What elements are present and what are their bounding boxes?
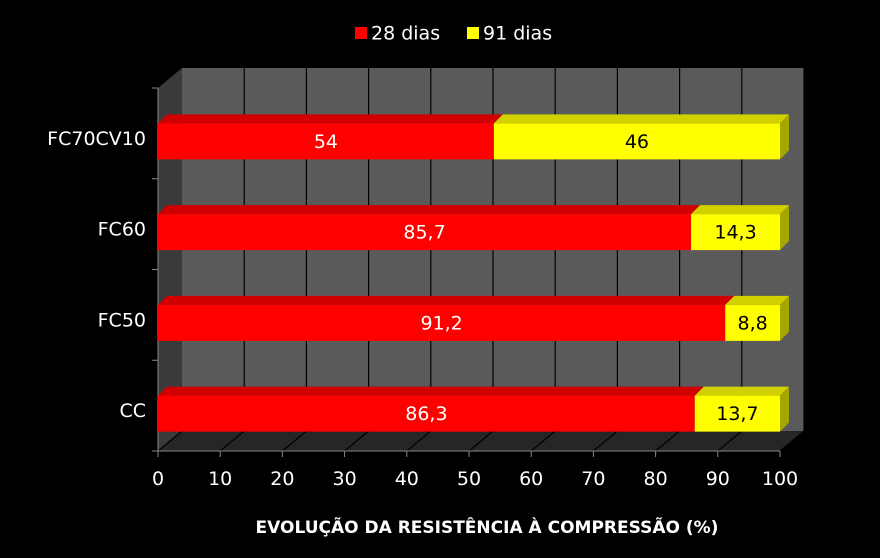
floor-gridline: [282, 430, 307, 452]
bar-top-face: [493, 114, 789, 124]
bar-side-face: [780, 386, 789, 432]
bar-top-face: [691, 205, 789, 215]
x-tick-label: 50: [457, 468, 481, 490]
bar-top-face: [725, 295, 789, 305]
floor-gridline: [468, 430, 494, 452]
bar-top-face: [158, 295, 735, 305]
legend-label: 91 dias: [483, 23, 552, 45]
bar-top-face: [158, 205, 701, 215]
labels: 0 10 20 30 40 50 60 70 80 90 100 FC70CV10 54 46 FC60 85…: [47, 128, 798, 490]
x-tick-label: 40: [395, 468, 419, 490]
bar-segment: [158, 214, 692, 251]
x-axis-title: EVOLUÇÃO DA RESISTÊNCIA À COMPRESSÃO (%): [256, 515, 719, 538]
data-label: 13,7: [716, 403, 758, 425]
bar-side-face: [780, 295, 789, 341]
legend-swatch: [355, 27, 367, 39]
x-tick-label: 80: [644, 468, 668, 490]
bar-top-face: [158, 386, 704, 396]
legend-item: 91 dias: [467, 23, 552, 45]
floor-gridline: [157, 430, 183, 452]
legend-label: 28 dias: [371, 23, 440, 45]
bar-side-face: [780, 114, 789, 160]
side-wall: [158, 68, 182, 451]
floor-gridline: [655, 430, 680, 452]
data-label: 46: [625, 131, 649, 153]
bar-side-face: [780, 205, 789, 251]
legend-item: 28 dias: [355, 23, 440, 45]
data-label: 85,7: [403, 222, 445, 244]
bars: [158, 114, 789, 432]
x-tick-label: 70: [581, 468, 605, 490]
legend: 28 dias 91 dias: [355, 23, 552, 45]
bar-segment: [691, 214, 780, 251]
floor-gridline: [344, 430, 369, 452]
y-tick-label: FC60: [98, 219, 146, 241]
data-label: 8,8: [738, 312, 768, 334]
bar-segment: [158, 395, 695, 432]
data-label: 54: [314, 131, 338, 153]
y-tick-label: CC: [119, 400, 146, 422]
x-tick-label: 0: [152, 468, 164, 490]
y-tick-label: FC70CV10: [47, 128, 146, 150]
x-tick-label: 20: [270, 468, 294, 490]
bar-top-face: [694, 386, 789, 396]
legend-swatch: [467, 27, 479, 39]
x-tick-label: 60: [519, 468, 543, 490]
bar-segment: [158, 304, 726, 341]
bar-segment: [725, 304, 780, 341]
floor-gridline: [219, 430, 245, 452]
x-tick-label: 100: [762, 468, 798, 490]
floor-gridline: [530, 430, 556, 452]
x-tick-label: 90: [706, 468, 730, 490]
data-label: 14,3: [714, 222, 756, 244]
bar-top-face: [158, 114, 503, 124]
x-tick-label: 10: [208, 468, 232, 490]
data-label: 86,3: [405, 403, 447, 425]
bar-segment: [493, 123, 780, 160]
floor-gridline: [779, 430, 805, 452]
floor-gridline: [717, 430, 743, 452]
bar-segment: [158, 123, 494, 160]
y-tick-label: FC50: [98, 309, 146, 331]
floor-gridline: [406, 430, 432, 452]
bar-segment: [694, 395, 780, 432]
x-tick-label: 30: [333, 468, 357, 490]
data-label: 91,2: [420, 312, 462, 334]
floor-gridline: [593, 430, 618, 452]
